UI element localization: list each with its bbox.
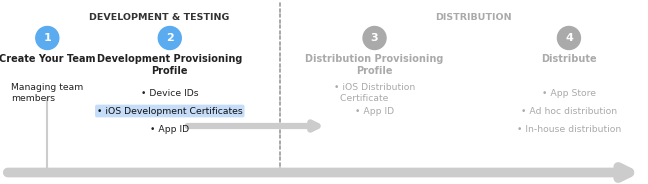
Circle shape [36,26,59,49]
Text: • Ad hoc distribution: • Ad hoc distribution [521,107,617,116]
Text: DEVELOPMENT & TESTING: DEVELOPMENT & TESTING [89,13,229,22]
Text: • iOS Development Certificates: • iOS Development Certificates [97,107,242,116]
Text: 2: 2 [166,33,174,43]
Text: 3: 3 [371,33,378,43]
Text: Development Provisioning
Profile: Development Provisioning Profile [97,54,242,76]
Circle shape [557,26,581,49]
Text: Managing team
members: Managing team members [11,83,84,103]
Text: • iOS Distribution
  Certificate: • iOS Distribution Certificate [334,83,415,103]
Text: • App Store: • App Store [542,89,596,98]
Text: Distribution Provisioning
Profile: Distribution Provisioning Profile [305,54,444,76]
Circle shape [363,26,386,49]
Text: Distribute: Distribute [541,54,597,64]
Circle shape [158,26,181,49]
Text: 4: 4 [565,33,573,43]
Text: Create Your Team: Create Your Team [0,54,95,64]
Text: 1: 1 [43,33,51,43]
Text: • In-house distribution: • In-house distribution [517,125,621,134]
Text: • Device IDs: • Device IDs [141,89,198,98]
Text: • App ID: • App ID [355,107,394,116]
Text: DISTRIBUTION: DISTRIBUTION [435,13,511,22]
Text: • App ID: • App ID [150,125,189,134]
